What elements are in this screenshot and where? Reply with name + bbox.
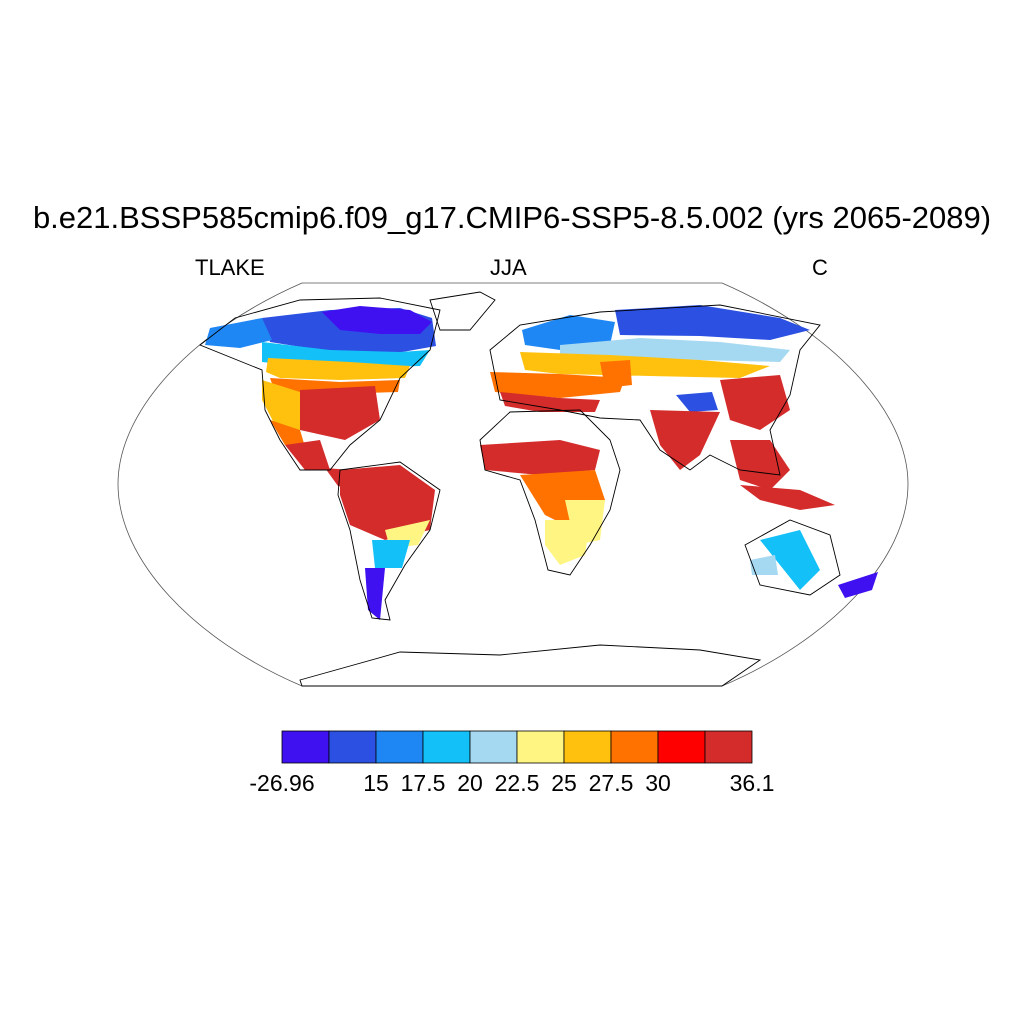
siberia-north (615, 305, 810, 340)
colorbar-box (657, 730, 706, 764)
antarctica-coast (299, 644, 762, 687)
colorbar-tick-label: -26.96 (249, 770, 315, 796)
patagonia (365, 568, 385, 620)
colorbar-tick-label: 27.5 (588, 770, 634, 796)
colorbar-box (375, 730, 424, 764)
colorbar-tick-label: 36.1 (729, 770, 775, 796)
brazil-south (372, 540, 410, 568)
mexico (285, 440, 330, 470)
australia-south (750, 555, 778, 575)
europe-south (490, 372, 625, 398)
russia-south (520, 352, 770, 378)
colorbar-box (610, 730, 659, 764)
sahel (480, 440, 600, 475)
colorbar-box (328, 730, 377, 764)
usa-east (300, 386, 380, 440)
colorbar-box (563, 730, 612, 764)
scandinavia (522, 315, 615, 350)
colorbar-tick-label: 25 (551, 770, 577, 796)
plot-title: b.e21.BSSP585cmip6.f09_g17.CMIP6-SSP5-8.… (32, 200, 992, 235)
australia-coast (744, 519, 841, 596)
australia-east (760, 530, 820, 590)
variable-name: TLAKE (195, 255, 265, 280)
alaska (205, 318, 272, 348)
lake-temperature-field (205, 305, 878, 620)
coastlines (199, 291, 841, 687)
south-america-coast (337, 461, 441, 621)
north-america-coast (199, 297, 441, 471)
canada-arctic (322, 306, 432, 334)
colorbar-box (422, 730, 471, 764)
colorbar (281, 730, 753, 764)
season-label: JJA (490, 255, 527, 280)
east-asia (720, 375, 790, 430)
new-zealand (838, 572, 878, 598)
units-label: C (812, 255, 828, 280)
amazon (340, 465, 435, 540)
canada-border (266, 358, 410, 380)
mediterranean (500, 392, 600, 412)
southern-africa (545, 520, 590, 565)
indonesia (740, 485, 835, 510)
colorbar-tick-label: 17.5 (400, 770, 446, 796)
india (650, 410, 720, 470)
tibet (676, 392, 718, 412)
colorbar-tick-label: 20 (457, 770, 483, 796)
usa-west (262, 380, 300, 430)
africa-coast (479, 409, 621, 576)
usa-southwest (270, 420, 306, 450)
eurasia-coast (489, 304, 821, 476)
colorbar-box (281, 730, 330, 764)
colorbar-box (516, 730, 565, 764)
central-asia (600, 360, 632, 388)
colorbar-tick-label: 30 (645, 770, 671, 796)
greenland-coast (429, 291, 496, 331)
colorbar-tick-label: 22.5 (494, 770, 540, 796)
colorbar-box (704, 730, 753, 764)
colorbar-box (469, 730, 518, 764)
colorbar-tick-label: 15 (363, 770, 389, 796)
